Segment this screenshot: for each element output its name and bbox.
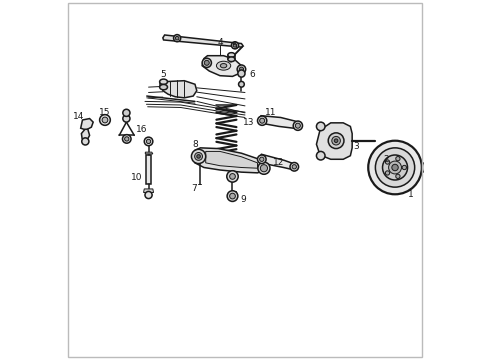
Ellipse shape	[160, 79, 168, 85]
Circle shape	[389, 161, 401, 174]
Circle shape	[295, 123, 300, 128]
Text: 6: 6	[249, 70, 255, 79]
Circle shape	[383, 155, 408, 180]
Text: 12: 12	[272, 158, 284, 167]
Polygon shape	[81, 118, 93, 130]
Circle shape	[124, 137, 129, 141]
Circle shape	[334, 139, 338, 143]
Ellipse shape	[441, 164, 444, 171]
Circle shape	[392, 164, 398, 171]
Ellipse shape	[228, 57, 235, 62]
Circle shape	[385, 160, 390, 164]
Circle shape	[102, 117, 108, 123]
Text: 7: 7	[192, 184, 197, 193]
Polygon shape	[81, 129, 90, 140]
Polygon shape	[160, 82, 168, 87]
Circle shape	[239, 81, 245, 87]
Text: 15: 15	[99, 108, 111, 117]
Circle shape	[260, 165, 268, 172]
Polygon shape	[228, 55, 235, 59]
Circle shape	[147, 139, 151, 144]
Text: 1: 1	[408, 190, 414, 199]
Text: 5: 5	[161, 70, 167, 79]
Circle shape	[227, 171, 238, 182]
Circle shape	[238, 70, 245, 77]
Circle shape	[290, 162, 298, 171]
Circle shape	[332, 136, 341, 145]
Circle shape	[239, 67, 244, 71]
Ellipse shape	[228, 53, 235, 57]
Circle shape	[260, 118, 265, 123]
Polygon shape	[195, 148, 267, 173]
Circle shape	[227, 191, 238, 202]
Polygon shape	[144, 189, 153, 193]
Circle shape	[175, 36, 179, 40]
Text: 3: 3	[353, 141, 359, 150]
Text: 11: 11	[265, 108, 277, 117]
Text: 14: 14	[73, 112, 85, 121]
Circle shape	[237, 65, 245, 73]
Circle shape	[293, 121, 302, 130]
Circle shape	[317, 152, 325, 160]
Text: 16: 16	[136, 126, 147, 135]
Ellipse shape	[428, 161, 431, 174]
Ellipse shape	[437, 162, 441, 173]
Circle shape	[396, 157, 400, 161]
Polygon shape	[146, 152, 153, 154]
Circle shape	[230, 193, 235, 199]
Circle shape	[82, 138, 89, 145]
Text: 4: 4	[217, 38, 223, 47]
Circle shape	[402, 165, 407, 170]
Circle shape	[233, 44, 237, 47]
Ellipse shape	[160, 85, 168, 90]
Circle shape	[145, 192, 152, 199]
Circle shape	[204, 60, 209, 65]
Ellipse shape	[433, 163, 436, 171]
Circle shape	[260, 157, 264, 161]
Text: 13: 13	[243, 118, 254, 127]
Circle shape	[258, 116, 267, 125]
Text: 8: 8	[192, 140, 198, 149]
Text: 10: 10	[131, 173, 143, 182]
Polygon shape	[206, 152, 258, 168]
Circle shape	[99, 114, 110, 125]
Circle shape	[396, 174, 400, 179]
Polygon shape	[147, 155, 151, 184]
Circle shape	[122, 135, 131, 143]
Polygon shape	[163, 81, 197, 98]
Circle shape	[202, 58, 211, 67]
Polygon shape	[259, 154, 297, 170]
Circle shape	[292, 165, 296, 169]
Polygon shape	[202, 56, 242, 76]
Text: 2: 2	[383, 155, 389, 164]
Circle shape	[192, 149, 206, 163]
Ellipse shape	[422, 162, 426, 172]
Polygon shape	[259, 116, 301, 128]
Circle shape	[258, 162, 270, 174]
Text: 9: 9	[240, 195, 246, 204]
Circle shape	[230, 174, 235, 179]
Text: 5: 5	[231, 41, 237, 50]
Circle shape	[144, 137, 153, 146]
Polygon shape	[163, 35, 243, 47]
Polygon shape	[317, 123, 352, 159]
Circle shape	[328, 133, 344, 149]
Circle shape	[258, 155, 266, 163]
Ellipse shape	[220, 64, 227, 68]
Circle shape	[368, 141, 422, 194]
Circle shape	[173, 35, 181, 42]
Circle shape	[123, 115, 130, 122]
Circle shape	[317, 122, 325, 131]
Ellipse shape	[217, 61, 231, 70]
Circle shape	[123, 109, 130, 116]
Circle shape	[195, 153, 202, 160]
Circle shape	[375, 148, 415, 187]
Circle shape	[385, 171, 390, 175]
Circle shape	[197, 155, 200, 158]
Circle shape	[231, 42, 239, 49]
